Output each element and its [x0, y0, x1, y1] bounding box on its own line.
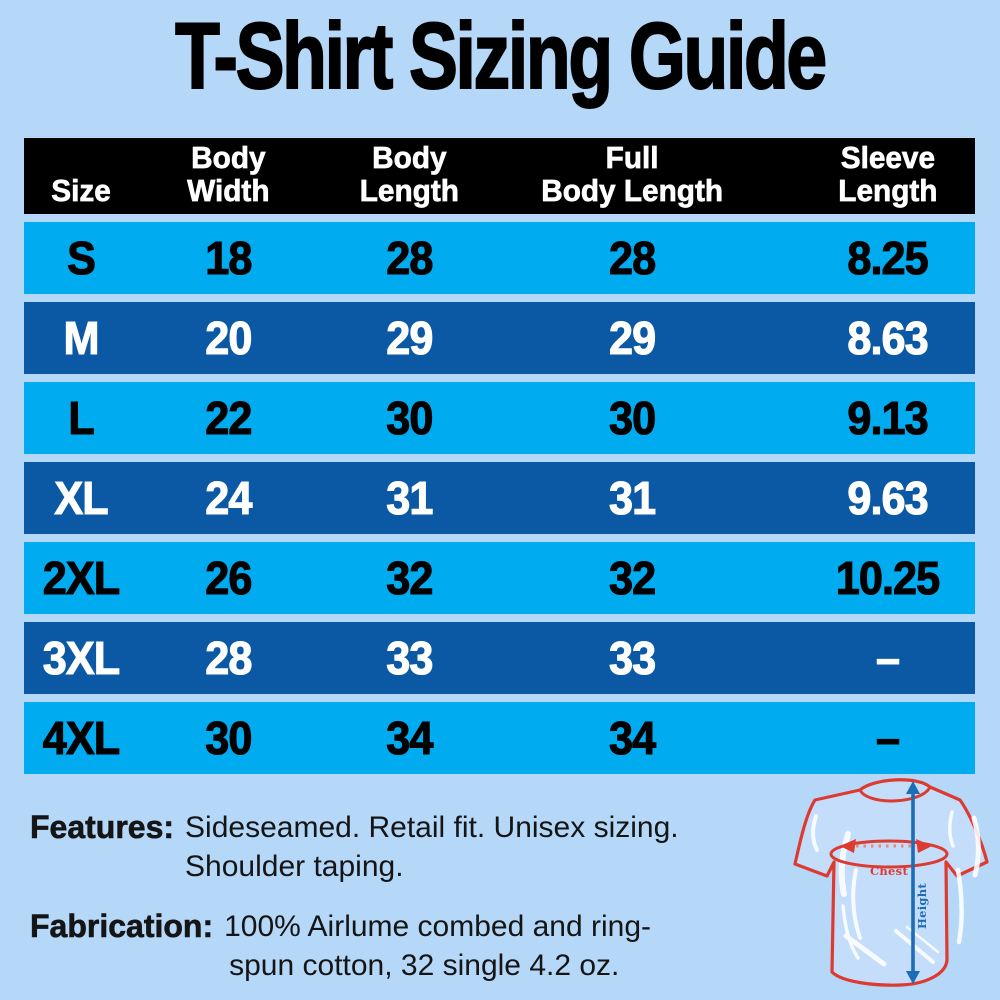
cell-body-width: 30	[205, 711, 253, 764]
fabrication-label: Fabrication:	[30, 908, 214, 945]
cell-body-length: 33	[386, 631, 434, 684]
header-size: Size	[26, 138, 136, 214]
cell-size: XL	[54, 471, 109, 524]
chest-arrow-right	[916, 839, 932, 853]
cell-full-body-length: 30	[609, 391, 657, 444]
collar-line	[858, 786, 932, 803]
cell-size: M	[63, 311, 100, 364]
features-text: Sideseamed. Retail fit. Unisex sizing. S…	[185, 808, 679, 886]
cell-size: S	[67, 231, 97, 284]
header-sleeve-length: Sleeve Length	[770, 138, 971, 214]
header-body-width: Body Width	[142, 138, 315, 214]
table-row-m: M 20 29 29 8.63	[24, 302, 975, 374]
cell-sleeve-length: –	[875, 631, 900, 684]
header-line: Body Length	[541, 172, 724, 208]
cell-body-width: 26	[205, 551, 253, 604]
height-label: Height	[915, 883, 929, 929]
cell-body-width: 20	[205, 311, 253, 364]
table-row-s: S 18 28 28 8.25	[24, 222, 975, 294]
cell-body-width: 22	[205, 391, 253, 444]
cell-body-width: 28	[205, 631, 253, 684]
fabrication-text: 100% Airlume combed and ring- spun cotto…	[224, 907, 651, 985]
tshirt-measurement-diagram: Chest Height	[793, 778, 989, 987]
cell-full-body-length: 28	[609, 231, 657, 284]
features-line-1: Sideseamed. Retail fit. Unisex sizing.	[185, 811, 679, 844]
table-row-2xl: 2XL 26 32 32 10.25	[24, 542, 975, 614]
cell-size: 2XL	[42, 551, 120, 604]
cell-size: 3XL	[42, 631, 120, 684]
cell-sleeve-length: 8.63	[847, 311, 929, 364]
product-info: Features: Sideseamed. Retail fit. Unisex…	[30, 808, 679, 1000]
cell-full-body-length: 29	[609, 311, 657, 364]
cell-full-body-length: 33	[609, 631, 657, 684]
header-line: Length	[838, 172, 938, 208]
table-header-row: Size Body Width Body Length Full Body Le…	[24, 138, 975, 214]
cell-sleeve-length: 10.25	[835, 551, 940, 604]
features-line-2: Shoulder taping.	[185, 850, 404, 883]
header-line: Body	[191, 139, 266, 175]
header-full-body-length: Full Body Length	[505, 138, 761, 214]
fabrication-line-1: 100% Airlume combed and ring-	[224, 910, 652, 943]
features-block: Features: Sideseamed. Retail fit. Unisex…	[30, 808, 679, 886]
cell-body-length: 32	[386, 551, 434, 604]
cell-full-body-length: 32	[609, 551, 657, 604]
fabrication-line-2: spun cotton, 32 single 4.2 oz.	[229, 949, 620, 982]
height-arrow-top	[906, 781, 920, 794]
cell-sleeve-length: 9.13	[847, 391, 929, 444]
cell-body-length: 28	[386, 231, 434, 284]
features-label: Features:	[30, 809, 175, 846]
cell-sleeve-length: –	[875, 711, 900, 764]
chest-measure-ellipse	[829, 839, 949, 869]
cell-body-width: 24	[205, 471, 253, 524]
cell-sleeve-length: 8.25	[847, 231, 929, 284]
header-body-length: Body Length	[322, 138, 495, 214]
tshirt-outline	[793, 778, 989, 987]
fabrication-block: Fabrication: 100% Airlume combed and rin…	[30, 907, 679, 985]
chest-label: Chest	[870, 864, 909, 878]
header-line: Body	[371, 139, 447, 175]
cell-sleeve-length: 9.63	[847, 471, 929, 524]
cell-full-body-length: 34	[609, 711, 657, 764]
header-line: Full	[606, 139, 660, 175]
cell-body-length: 31	[386, 471, 434, 524]
table-row-l: L 22 30 30 9.13	[24, 382, 975, 454]
header-line: Size	[51, 172, 111, 208]
table-row-4xl: 4XL 30 34 34 –	[24, 702, 975, 774]
height-arrow-bottom	[906, 971, 920, 984]
cell-size: L	[68, 391, 95, 444]
header-line: Sleeve	[840, 139, 935, 175]
sizing-table: Size Body Width Body Length Full Body Le…	[24, 138, 975, 774]
table-row-3xl: 3XL 28 33 33 –	[24, 622, 975, 694]
cell-body-length: 29	[386, 311, 434, 364]
cell-body-length: 34	[386, 711, 434, 764]
cell-body-length: 30	[386, 391, 434, 444]
header-line: Length	[359, 172, 459, 208]
cell-body-width: 18	[205, 231, 253, 284]
cell-size: 4XL	[42, 711, 120, 764]
header-line: Width	[187, 172, 270, 208]
table-row-xl: XL 24 31 31 9.63	[24, 462, 975, 534]
page-title: T-Shirt Sizing Guide	[174, 3, 828, 109]
cell-full-body-length: 31	[609, 471, 657, 524]
chest-arrow-left	[840, 839, 856, 853]
